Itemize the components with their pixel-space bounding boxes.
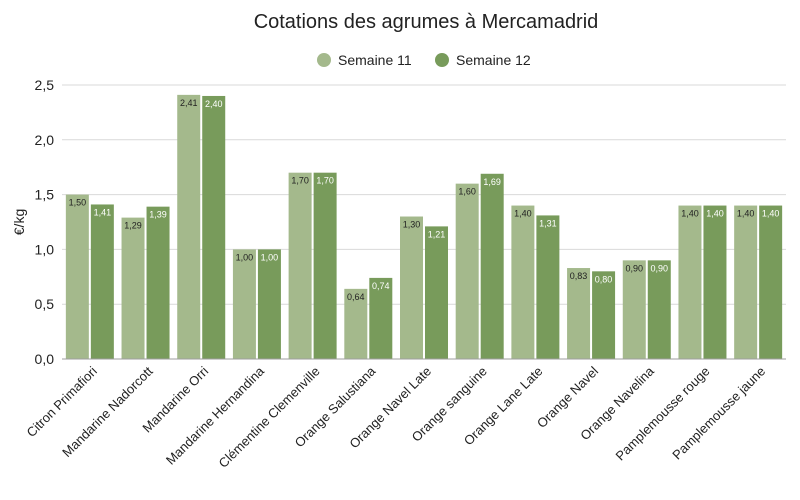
- data-label: 1,41: [94, 207, 112, 217]
- data-label: 1,21: [428, 229, 446, 239]
- bars: [65, 94, 783, 360]
- bar-orange-salustiana-semaine-12: [369, 277, 393, 359]
- bar-pamplemousse-jaune-semaine-11: [734, 205, 758, 359]
- data-label: 1,30: [403, 220, 421, 230]
- y-tick-label: 0,5: [35, 296, 55, 312]
- x-tick-label: Clémentine Clemenville: [216, 364, 323, 471]
- bar-orange-navelina-semaine-11: [622, 260, 646, 359]
- bar-orange-sanguine-semaine-12: [480, 173, 504, 359]
- bar-orange-navel-late-semaine-12: [425, 226, 448, 359]
- data-label: 0,80: [595, 274, 613, 284]
- data-label: 1,00: [236, 252, 254, 262]
- y-tick-label: 0,0: [35, 351, 55, 367]
- chart-title: Cotations des agrumes à Mercamadrid: [254, 11, 599, 33]
- data-label: 1,50: [69, 198, 87, 208]
- bar-orange-salustiana-semaine-11: [344, 288, 368, 359]
- legend-swatch: [435, 53, 449, 67]
- bar-mandarine-orri-semaine-12: [202, 95, 226, 360]
- data-label: 1,40: [737, 209, 755, 219]
- bar-orange-lane-late-semaine-12: [536, 215, 560, 359]
- data-label: 1,40: [706, 209, 724, 219]
- bar-mandarine-nadorcott-semaine-11: [121, 217, 145, 359]
- y-tick-label: 1,0: [35, 241, 55, 257]
- bar-pamplemousse-rouge-semaine-11: [678, 205, 702, 359]
- bar-orange-sanguine-semaine-11: [455, 183, 479, 359]
- bar-orange-navelina-semaine-12: [647, 260, 671, 359]
- legend-label: Semaine 12: [456, 52, 531, 68]
- bar-mandarine-hernandina-semaine-12: [257, 249, 281, 359]
- gridlines: [62, 84, 786, 305]
- data-label: 1,69: [483, 177, 501, 187]
- x-tick-label: Pamplemousse jaune: [669, 364, 768, 463]
- data-label: 2,41: [180, 98, 198, 108]
- data-label: 1,40: [681, 209, 699, 219]
- bar-citron-primafiori-semaine-11: [65, 194, 89, 359]
- bar-mandarine-hernandina-semaine-11: [232, 249, 256, 359]
- data-label: 1,70: [291, 176, 309, 186]
- data-label: 1,31: [539, 218, 557, 228]
- bar-clementine-clemenville-semaine-11: [288, 172, 312, 359]
- data-label: 0,74: [372, 281, 390, 291]
- data-label: 1,00: [261, 252, 279, 262]
- data-label: 1,39: [149, 210, 167, 220]
- bar-orange-navel-semaine-12: [592, 271, 616, 359]
- bar-mandarine-nadorcott-semaine-12: [146, 206, 170, 359]
- data-label: 1,70: [316, 176, 334, 186]
- y-axis-label: €/kg: [11, 209, 27, 235]
- x-tick-label: Mandarine Nadorcott: [59, 363, 156, 460]
- data-labels: 1,50 1,41 1,29 1,39 2,41 2,40 1,00 1,00 1,70 1,70…: [69, 98, 780, 302]
- bar-clementine-clemenville-semaine-12: [313, 172, 337, 359]
- bar-mandarine-orri-semaine-11: [177, 94, 201, 359]
- data-label: 1,40: [762, 209, 780, 219]
- y-tick-label: 2,0: [35, 132, 55, 148]
- bar-orange-lane-late-semaine-11: [511, 205, 535, 359]
- data-label: 0,90: [626, 263, 644, 273]
- legend-swatch: [317, 53, 331, 67]
- data-label: 0,64: [347, 292, 365, 302]
- data-label: 1,60: [458, 187, 476, 197]
- data-label: 0,83: [570, 271, 588, 281]
- y-tick-label: 2,5: [35, 77, 55, 93]
- y-axis-ticks: 0,0 0,5 1,0 1,5 2,0 2,5: [35, 77, 55, 367]
- data-label: 0,90: [651, 263, 669, 273]
- bar-orange-navel-semaine-11: [567, 268, 591, 359]
- data-label: 2,40: [205, 99, 223, 109]
- bar-pamplemousse-jaune-semaine-12: [759, 205, 783, 359]
- legend-label: Semaine 11: [338, 52, 412, 68]
- data-label: 1,40: [514, 209, 532, 219]
- bar-pamplemousse-rouge-semaine-12: [703, 205, 727, 359]
- x-tick-label: Mandarine Hernandina: [163, 363, 268, 468]
- legend: Semaine 11 Semaine 12: [317, 52, 531, 68]
- x-tick-label: Pamplemousse rouge: [613, 364, 713, 464]
- bar-orange-navel-late-semaine-11: [400, 216, 423, 359]
- data-label: 1,29: [124, 221, 142, 231]
- bar-citron-primafiori-semaine-12: [90, 204, 114, 359]
- y-tick-label: 1,5: [35, 187, 55, 203]
